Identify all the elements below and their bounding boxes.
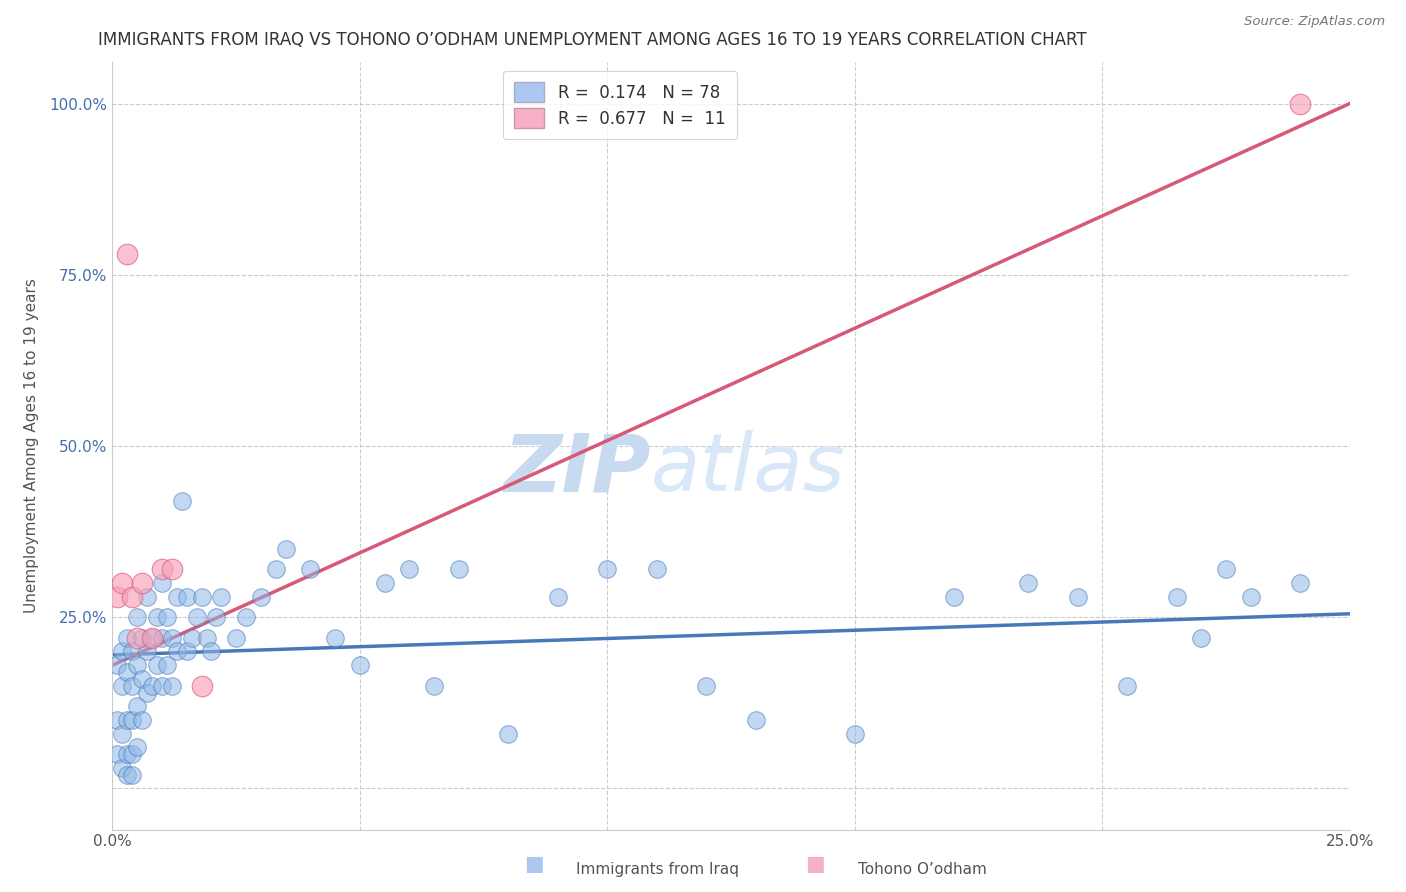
Text: Tohono O’odham: Tohono O’odham bbox=[858, 863, 987, 877]
Point bbox=[121, 747, 143, 762]
Point bbox=[180, 631, 202, 645]
Y-axis label: Unemployment Among Ages 16 to 19 years: Unemployment Among Ages 16 to 19 years bbox=[24, 278, 38, 614]
Point bbox=[150, 576, 173, 591]
Point bbox=[107, 658, 129, 673]
Point bbox=[274, 541, 297, 556]
Point bbox=[695, 679, 717, 693]
Point bbox=[398, 562, 420, 576]
Point bbox=[235, 610, 257, 624]
Point bbox=[121, 644, 143, 658]
Text: ZIP: ZIP bbox=[503, 430, 651, 508]
Point bbox=[299, 562, 322, 576]
Point bbox=[136, 685, 159, 699]
Text: atlas: atlas bbox=[651, 430, 845, 508]
Point bbox=[141, 679, 163, 693]
Point bbox=[844, 726, 866, 740]
Point bbox=[190, 679, 212, 693]
Point bbox=[1166, 590, 1188, 604]
Point bbox=[111, 726, 134, 740]
Point bbox=[942, 590, 965, 604]
Point bbox=[127, 699, 149, 714]
Point bbox=[1189, 631, 1212, 645]
Point bbox=[131, 672, 153, 686]
Point bbox=[1066, 590, 1088, 604]
Point bbox=[447, 562, 470, 576]
Point bbox=[547, 590, 569, 604]
Point bbox=[121, 768, 143, 782]
Point bbox=[111, 761, 134, 775]
Point bbox=[209, 590, 232, 604]
Point bbox=[170, 493, 193, 508]
Point bbox=[225, 631, 247, 645]
Point bbox=[1240, 590, 1263, 604]
Text: Source: ZipAtlas.com: Source: ZipAtlas.com bbox=[1244, 15, 1385, 28]
Point bbox=[121, 679, 143, 693]
Point bbox=[136, 644, 159, 658]
Point bbox=[190, 590, 212, 604]
Point bbox=[1289, 96, 1312, 111]
Point bbox=[107, 590, 129, 604]
Legend: R =  0.174   N = 78, R =  0.677   N =  11: R = 0.174 N = 78, R = 0.677 N = 11 bbox=[502, 70, 737, 139]
Point bbox=[150, 679, 173, 693]
Point bbox=[160, 562, 183, 576]
Point bbox=[1215, 562, 1237, 576]
Point bbox=[374, 576, 396, 591]
Point bbox=[745, 713, 768, 727]
Point bbox=[131, 713, 153, 727]
Point bbox=[150, 562, 173, 576]
Point bbox=[121, 713, 143, 727]
Point bbox=[186, 610, 208, 624]
Point bbox=[156, 658, 179, 673]
Point bbox=[117, 247, 139, 261]
Text: IMMIGRANTS FROM IRAQ VS TOHONO O’ODHAM UNEMPLOYMENT AMONG AGES 16 TO 19 YEARS CO: IMMIGRANTS FROM IRAQ VS TOHONO O’ODHAM U… bbox=[98, 31, 1087, 49]
Point bbox=[111, 679, 134, 693]
Point bbox=[596, 562, 619, 576]
Point bbox=[127, 631, 149, 645]
Point bbox=[323, 631, 346, 645]
Point bbox=[141, 631, 163, 645]
Point bbox=[1017, 576, 1039, 591]
Point bbox=[117, 713, 139, 727]
Point bbox=[117, 747, 139, 762]
Point bbox=[166, 590, 188, 604]
Point bbox=[136, 590, 159, 604]
Point bbox=[117, 665, 139, 679]
Point bbox=[1116, 679, 1139, 693]
Point bbox=[498, 726, 520, 740]
Point bbox=[141, 631, 163, 645]
Point bbox=[166, 644, 188, 658]
Point bbox=[127, 740, 149, 755]
Point bbox=[121, 590, 143, 604]
Point bbox=[127, 658, 149, 673]
Text: ■: ■ bbox=[524, 854, 544, 873]
Point bbox=[156, 610, 179, 624]
Point bbox=[117, 768, 139, 782]
Point bbox=[1289, 576, 1312, 591]
Point bbox=[107, 747, 129, 762]
Point bbox=[111, 576, 134, 591]
Text: ■: ■ bbox=[806, 854, 825, 873]
Point bbox=[349, 658, 371, 673]
Point bbox=[423, 679, 446, 693]
Text: Immigrants from Iraq: Immigrants from Iraq bbox=[576, 863, 740, 877]
Point bbox=[107, 713, 129, 727]
Point bbox=[131, 631, 153, 645]
Point bbox=[205, 610, 228, 624]
Point bbox=[176, 590, 198, 604]
Point bbox=[131, 576, 153, 591]
Point bbox=[645, 562, 668, 576]
Point bbox=[150, 631, 173, 645]
Point bbox=[111, 644, 134, 658]
Point bbox=[117, 631, 139, 645]
Point bbox=[146, 610, 169, 624]
Point bbox=[264, 562, 287, 576]
Point bbox=[127, 610, 149, 624]
Point bbox=[146, 658, 169, 673]
Point bbox=[250, 590, 273, 604]
Point bbox=[200, 644, 222, 658]
Point bbox=[195, 631, 218, 645]
Point bbox=[160, 631, 183, 645]
Point bbox=[176, 644, 198, 658]
Point bbox=[160, 679, 183, 693]
